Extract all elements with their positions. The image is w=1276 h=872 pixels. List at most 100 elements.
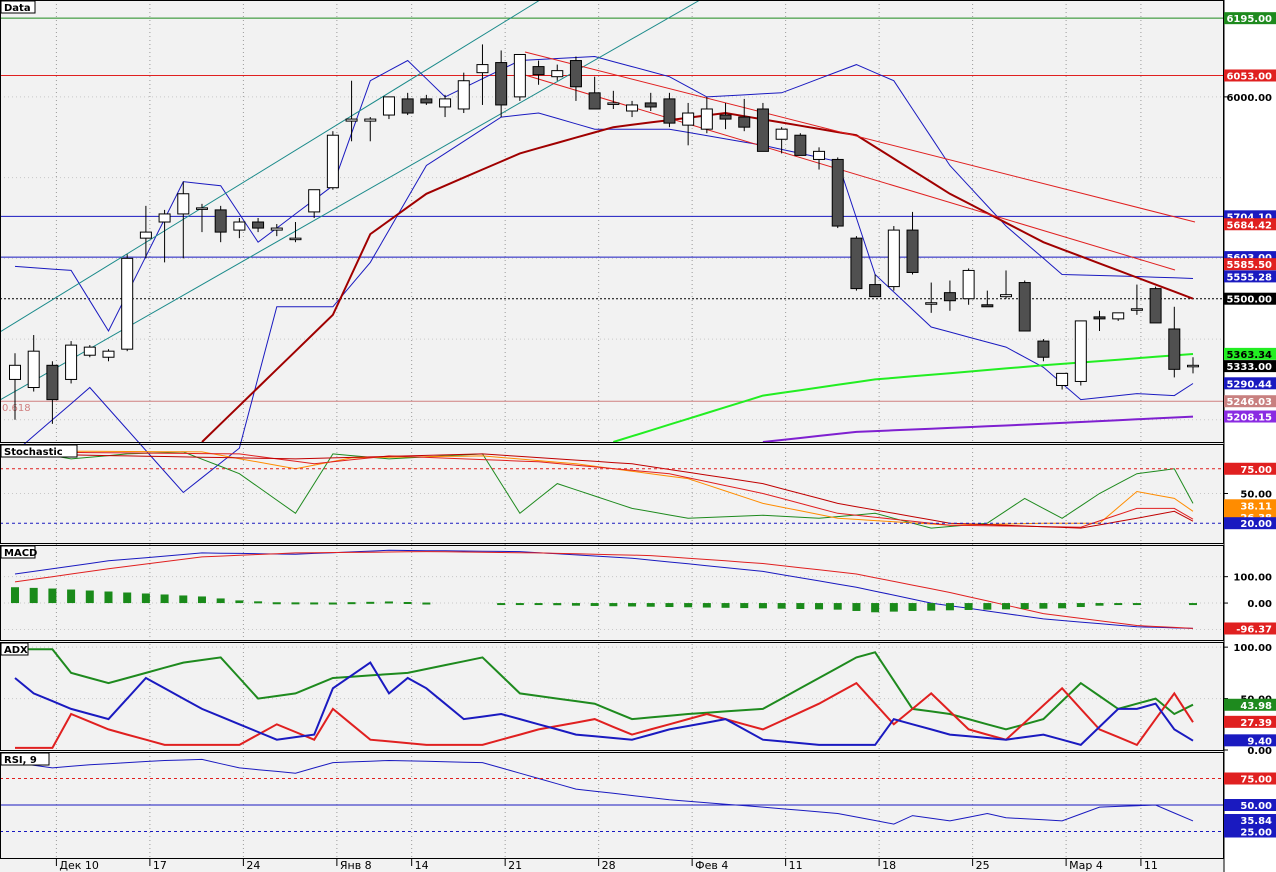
candle-body <box>1187 364 1199 368</box>
panel-title-rsi: RSI, 9 <box>4 755 37 766</box>
macd-histogram-bar <box>160 594 169 604</box>
macd-line <box>14 549 1194 629</box>
candle-body <box>981 304 994 308</box>
date-label: 21 <box>508 859 522 872</box>
fib-level-label: 0.618 <box>2 403 31 414</box>
panel-title-box <box>0 0 36 14</box>
candle-body <box>326 134 339 189</box>
candle <box>1037 339 1050 362</box>
candle-body <box>345 118 358 122</box>
macd-histogram-bar <box>871 603 880 613</box>
macd-histogram-bar <box>833 603 842 610</box>
candle <box>850 236 863 291</box>
stochastic-k-line <box>14 448 1194 529</box>
candle <box>9 353 21 420</box>
candle-body <box>607 102 620 105</box>
macd-histogram-bar <box>48 588 57 604</box>
candle-body <box>364 118 377 122</box>
date-label: 17 <box>153 859 167 872</box>
candle-body <box>700 108 713 130</box>
adx-value-tag-bg <box>1224 734 1276 747</box>
candle <box>252 217 265 233</box>
macd-histogram-bar <box>422 602 431 605</box>
candle <box>981 290 994 308</box>
candle <box>943 280 956 311</box>
candle-body <box>869 284 882 298</box>
macd-histogram-bar <box>590 603 599 606</box>
candle-body <box>943 292 956 302</box>
candle-body <box>476 64 489 74</box>
price-level-tag-bg <box>1224 292 1276 305</box>
bollinger-upper-line <box>14 55 1194 333</box>
macd-histogram-bar <box>1039 603 1048 609</box>
candle <box>700 96 713 134</box>
candle-body <box>813 150 826 160</box>
price-tag-bg <box>1224 347 1276 360</box>
candle <box>46 361 59 424</box>
macd-histogram-bar <box>609 603 618 607</box>
macd-histogram-bar <box>254 601 263 604</box>
price-tag: 5684.42 <box>1226 220 1272 231</box>
macd-histogram-bar <box>571 603 580 606</box>
candle-body <box>682 112 695 126</box>
macd-histogram-bar <box>328 602 337 605</box>
adx-value-tag: 9.40 <box>1247 736 1272 747</box>
date-label: Фев 4 <box>695 859 728 872</box>
candle <box>1168 306 1181 378</box>
panel-title-box <box>0 545 36 559</box>
price-tag-bg <box>1224 218 1276 231</box>
stochastic-slow-line <box>14 451 1194 528</box>
panel-title-stochastic: Stochastic <box>4 447 63 458</box>
macd-histogram-bar <box>758 603 767 609</box>
candle-body <box>308 189 321 213</box>
adx-minus-di-line <box>15 681 1194 749</box>
candle-body <box>139 231 152 239</box>
price-tag: 5290.44 <box>1226 379 1272 390</box>
macd-histogram-bar <box>347 602 356 605</box>
overlay-lines-layer <box>0 0 1196 494</box>
candle-body <box>1037 340 1050 358</box>
macd-histogram-bar <box>11 587 19 604</box>
macd-histogram-bar <box>1002 603 1011 610</box>
candle-body <box>906 229 919 273</box>
adx-value-tag-bg <box>1224 715 1276 728</box>
price-level-tag: 5246.03 <box>1226 397 1272 408</box>
date-label: Мар 4 <box>1069 859 1103 872</box>
rsi-value-tag: 35.84 <box>1240 816 1272 827</box>
candle <box>682 102 695 146</box>
panel-title-box <box>0 752 50 766</box>
adx-line <box>15 648 1194 731</box>
candle <box>457 72 470 114</box>
macd-histogram-bar <box>1076 603 1085 608</box>
moving-average-green-line <box>613 353 1194 443</box>
stochastic-signal-line <box>14 453 1194 529</box>
candle-body <box>65 344 78 380</box>
candle-body <box>794 134 807 156</box>
candle <box>925 282 938 313</box>
macd-histogram-bar <box>1189 603 1197 606</box>
date-label: 18 <box>882 859 896 872</box>
candle-body <box>663 98 676 124</box>
macd-histogram-bar <box>104 591 113 604</box>
candle-body <box>887 229 900 288</box>
price-tag-bg <box>1224 377 1276 390</box>
candle-body <box>551 70 564 78</box>
panel-title-box <box>0 444 78 458</box>
candle <box>83 345 96 358</box>
axis-tick-label: 100.00 <box>1233 643 1272 654</box>
candle-body <box>214 209 227 233</box>
candle <box>308 189 321 218</box>
price-tag-bg <box>1224 270 1276 283</box>
stochastic-value-tag: 75.00 <box>1240 465 1272 476</box>
candle <box>513 53 526 101</box>
candle <box>719 102 732 130</box>
candle-body <box>775 128 788 140</box>
candle <box>869 274 882 298</box>
macd-histogram-bar <box>1020 603 1029 609</box>
candle-body <box>27 350 40 389</box>
axis-tick-label: 100.00 <box>1233 573 1272 584</box>
stochastic-value-tag-bg <box>1224 462 1276 475</box>
candle <box>887 226 900 291</box>
price-tag: 5333.00 <box>1226 362 1272 373</box>
